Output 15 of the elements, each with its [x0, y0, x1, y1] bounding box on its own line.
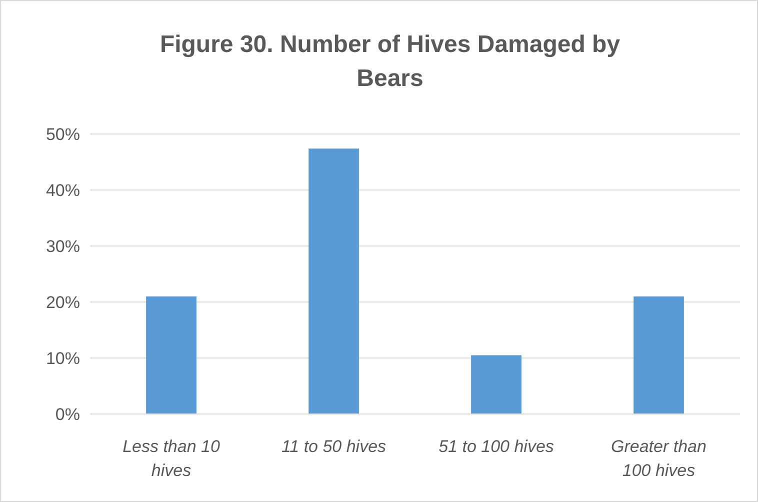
x-tick-label: 11 to 50 hives [281, 437, 387, 456]
bar [634, 296, 684, 414]
chart-title: Figure 30. Number of Hives Damaged by Bears [160, 31, 621, 92]
bar [146, 296, 196, 414]
y-tick-label: 40% [46, 180, 80, 200]
x-tick-label: Less than 10 hives [122, 437, 220, 480]
y-tick-label: 10% [46, 348, 80, 368]
x-tick-label: 51 to 100 hives [438, 437, 554, 456]
y-tick-label: 30% [46, 236, 80, 256]
y-tick-label: 0% [55, 404, 80, 424]
x-tick-label: Greater than 100 hives [611, 437, 706, 480]
y-tick-label: 20% [46, 292, 80, 312]
y-tick-label: 50% [46, 124, 80, 144]
bar [471, 355, 522, 414]
bar [308, 148, 359, 414]
